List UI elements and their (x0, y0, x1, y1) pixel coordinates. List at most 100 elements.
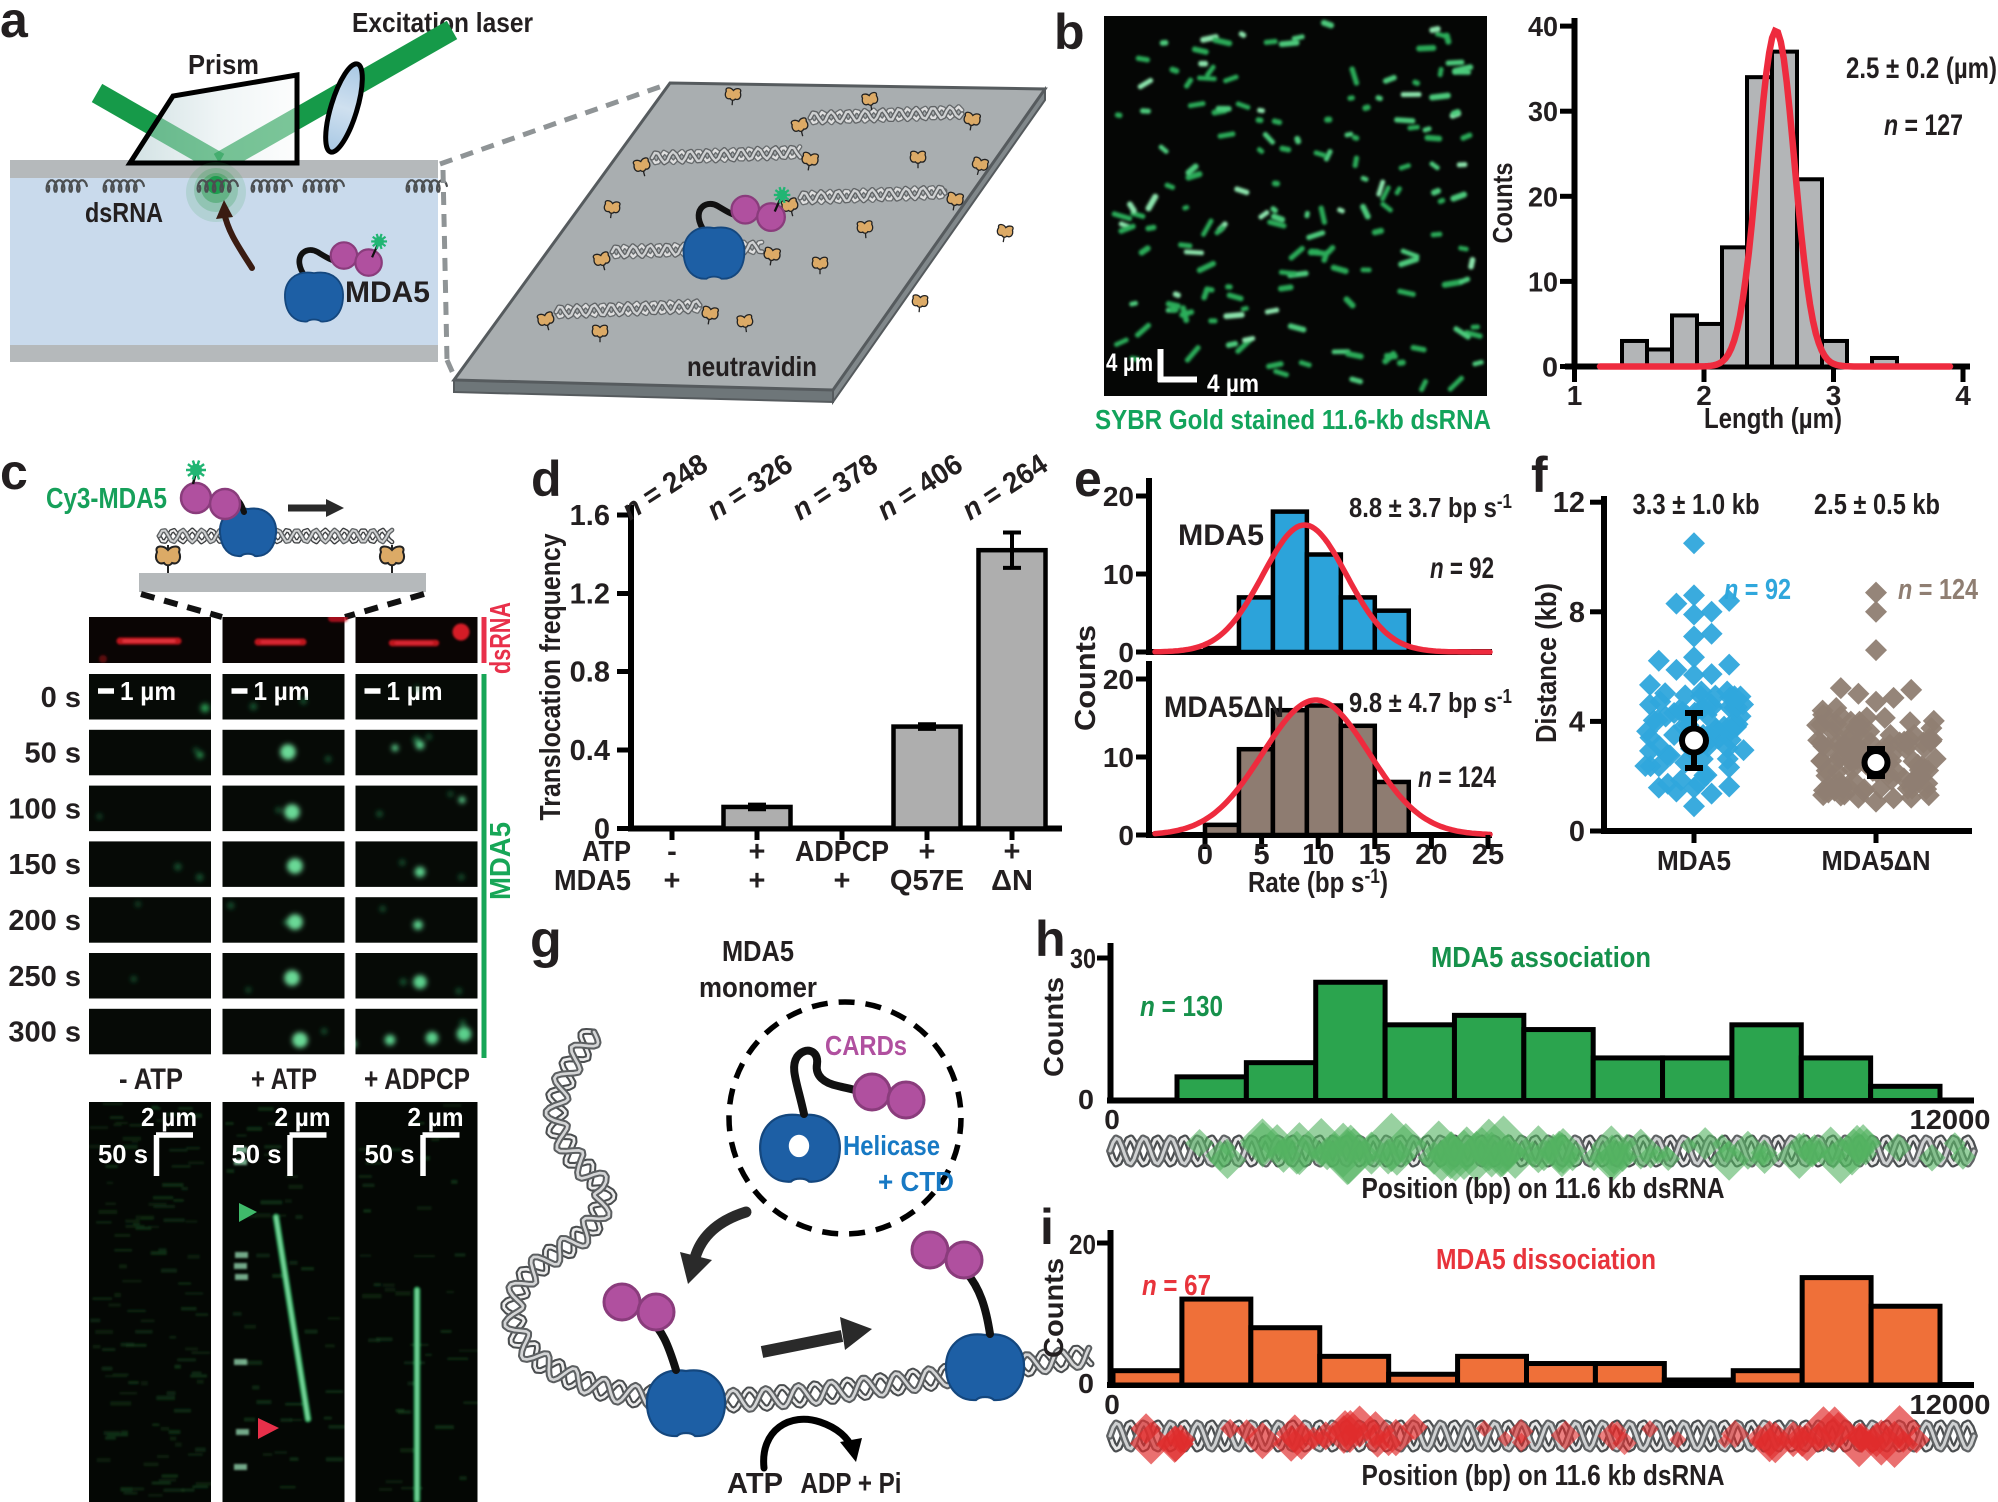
svg-text:2 µm: 2 µm (275, 1102, 331, 1132)
svg-text:+: + (749, 836, 766, 868)
svg-text:4 µm: 4 µm (1207, 370, 1259, 398)
svg-text:f: f (1531, 447, 1548, 503)
svg-text:-: - (667, 836, 677, 868)
svg-text:9.8 ± 4.7 bp s-1: 9.8 ± 4.7 bp s-1 (1349, 686, 1512, 718)
svg-text:4: 4 (1569, 706, 1585, 738)
svg-text:20: 20 (1103, 664, 1134, 695)
svg-text:- ATP: - ATP (119, 1063, 183, 1096)
svg-text:i: i (1040, 1199, 1054, 1255)
svg-text:+ ATP: + ATP (251, 1063, 317, 1096)
svg-text:+ ADPCP: + ADPCP (364, 1063, 470, 1096)
svg-text:50 s: 50 s (25, 738, 81, 770)
svg-text:50 s: 50 s (232, 1139, 282, 1169)
svg-text:+: + (834, 865, 851, 897)
svg-text:e: e (1074, 451, 1102, 507)
svg-text:1.2: 1.2 (570, 579, 610, 611)
svg-text:Counts: Counts (1038, 977, 1069, 1077)
svg-text:MDA5: MDA5 (485, 822, 517, 900)
svg-text:ΔN: ΔN (991, 865, 1033, 897)
svg-text:Counts: Counts (1070, 625, 1102, 731)
svg-text:300 s: 300 s (8, 1017, 81, 1049)
svg-text:0: 0 (1104, 1389, 1120, 1420)
svg-text:12: 12 (1553, 487, 1585, 519)
svg-text:5: 5 (1254, 839, 1270, 871)
svg-text:0: 0 (1542, 352, 1558, 383)
svg-text:15: 15 (1359, 839, 1391, 871)
svg-text:+: + (749, 865, 766, 897)
svg-text:n = 124: n = 124 (1898, 574, 1978, 606)
svg-text:1.6: 1.6 (570, 500, 610, 532)
svg-text:Prism: Prism (188, 49, 259, 80)
svg-text:30: 30 (1070, 943, 1096, 974)
svg-text:neutravidin: neutravidin (687, 351, 817, 382)
svg-text:n = 130: n = 130 (1140, 991, 1223, 1023)
svg-text:0 s: 0 s (41, 682, 81, 714)
svg-text:b: b (1054, 4, 1085, 60)
svg-text:0: 0 (1118, 820, 1134, 851)
svg-text:1 µm: 1 µm (120, 676, 176, 706)
svg-text:MDA5: MDA5 (1178, 519, 1264, 552)
svg-text:200 s: 200 s (8, 905, 81, 937)
svg-text:0: 0 (1104, 1104, 1120, 1135)
svg-text:MDA5: MDA5 (345, 276, 430, 309)
svg-text:2 µm: 2 µm (141, 1102, 197, 1132)
svg-text:3: 3 (1826, 380, 1842, 411)
svg-text:12000: 12000 (1910, 1389, 1991, 1420)
svg-text:50 s: 50 s (98, 1139, 148, 1169)
svg-text:SYBR Gold stained 11.6-kb dsRN: SYBR Gold stained 11.6-kb dsRNA (1095, 404, 1491, 435)
svg-text:1 µm: 1 µm (387, 676, 443, 706)
svg-text:c: c (0, 444, 28, 500)
svg-text:30: 30 (1528, 96, 1558, 127)
svg-text:0: 0 (1118, 637, 1134, 668)
svg-text:0: 0 (594, 814, 610, 846)
svg-text:20: 20 (1069, 1229, 1096, 1260)
svg-text:10: 10 (1302, 839, 1334, 871)
svg-text:ATP: ATP (582, 836, 631, 868)
svg-text:8: 8 (1569, 597, 1585, 629)
svg-text:d: d (531, 451, 562, 507)
svg-text:2.5 ± 0.2 (µm): 2.5 ± 0.2 (µm) (1846, 52, 1997, 85)
svg-text:n = 92: n = 92 (1430, 552, 1494, 585)
svg-text:40: 40 (1528, 11, 1558, 42)
svg-text:Counts: Counts (1038, 1258, 1069, 1358)
svg-text:Counts: Counts (1487, 163, 1518, 244)
svg-text:Position (bp) on 11.6 kb dsRNA: Position (bp) on 11.6 kb dsRNA (1362, 1173, 1725, 1205)
svg-text:0.8: 0.8 (570, 657, 610, 689)
svg-text:10: 10 (1528, 266, 1558, 297)
svg-text:0: 0 (1569, 816, 1585, 848)
svg-text:Q57E: Q57E (890, 865, 964, 897)
svg-text:MDA5: MDA5 (1657, 845, 1731, 876)
svg-text:+ CTD: + CTD (878, 1166, 954, 1197)
svg-text:h: h (1035, 911, 1066, 967)
svg-text:Distance (kb): Distance (kb) (1531, 583, 1563, 743)
svg-text:12000: 12000 (1910, 1104, 1991, 1135)
svg-text:n = 124: n = 124 (1418, 761, 1496, 794)
svg-text:MDA5ΔN: MDA5ΔN (1164, 691, 1284, 724)
svg-text:250 s: 250 s (8, 961, 81, 993)
svg-text:4 µm: 4 µm (1106, 349, 1153, 377)
svg-text:MDA5ΔN: MDA5ΔN (1822, 845, 1931, 876)
svg-text:2.5 ± 0.5 kb: 2.5 ± 0.5 kb (1814, 489, 1940, 521)
svg-text:MDA5: MDA5 (554, 865, 631, 897)
svg-text:10: 10 (1103, 742, 1134, 773)
svg-text:20: 20 (1103, 481, 1134, 512)
svg-text:Position (bp) on 11.6 kb dsRNA: Position (bp) on 11.6 kb dsRNA (1362, 1460, 1725, 1492)
svg-text:Cy3-MDA5: Cy3-MDA5 (46, 483, 167, 515)
svg-text:+: + (919, 836, 936, 868)
svg-text:MDA5: MDA5 (722, 936, 794, 968)
svg-text:100 s: 100 s (8, 793, 81, 825)
svg-text:2: 2 (1696, 380, 1712, 411)
svg-text:n = 67: n = 67 (1142, 1270, 1211, 1302)
svg-text:0: 0 (1078, 1084, 1094, 1115)
svg-text:50 s: 50 s (365, 1139, 415, 1169)
svg-text:Length (µm): Length (µm) (1704, 403, 1842, 435)
svg-text:0.4: 0.4 (570, 735, 610, 767)
svg-text:MDA5 association: MDA5 association (1431, 942, 1651, 974)
svg-text:g: g (530, 911, 562, 969)
svg-text:4: 4 (1955, 380, 1971, 411)
svg-text:ATP: ATP (727, 1468, 783, 1500)
svg-text:8.8 ± 3.7 bp s-1: 8.8 ± 3.7 bp s-1 (1349, 491, 1512, 523)
svg-text:3.3 ± 1.0 kb: 3.3 ± 1.0 kb (1633, 489, 1760, 521)
svg-text:dsRNA: dsRNA (85, 197, 163, 228)
svg-text:2 µm: 2 µm (408, 1102, 464, 1132)
